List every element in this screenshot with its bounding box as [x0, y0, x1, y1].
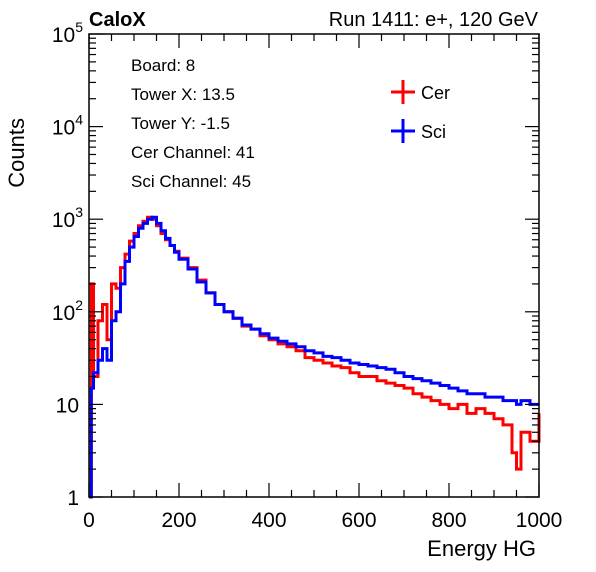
x-axis-title: Energy HG — [427, 536, 536, 561]
info-cer-channel: Cer Channel: 41 — [131, 143, 255, 162]
y-tick-label: 102 — [52, 297, 83, 325]
info-tower-x: Tower X: 13.5 — [131, 85, 235, 104]
info-board: Board: 8 — [131, 56, 195, 75]
experiment-title: CaloX — [89, 9, 146, 31]
x-tick-label: 1000 — [516, 509, 563, 532]
series-sci-line — [89, 215, 539, 499]
x-tick-label: 200 — [161, 509, 196, 532]
y-axis-title: Counts — [4, 118, 29, 188]
axes-layer: 0 200 400 600 800 1000 1 10 102 103 104 105 — [52, 19, 563, 532]
legend: Cer Sci — [391, 80, 450, 143]
run-label: Run 1411: e+, 120 GeV — [329, 9, 539, 31]
info-box — [121, 46, 359, 198]
y-tick-label: 104 — [52, 112, 83, 140]
x-tick-label: 0 — [83, 509, 95, 532]
y-tick-label: 10 — [56, 394, 79, 417]
legend-cer-label: Cer — [421, 83, 450, 103]
x-tick-label: 600 — [341, 509, 376, 532]
y-tick-label: 103 — [52, 204, 83, 232]
series-layer — [89, 215, 541, 499]
legend-sci-label: Sci — [421, 122, 446, 142]
x-tick-label: 800 — [431, 509, 466, 532]
y-tick-label: 105 — [52, 19, 83, 47]
x-tick-label: 400 — [251, 509, 286, 532]
y-tick-label: 1 — [67, 487, 79, 510]
info-tower-y: Tower Y: -1.5 — [131, 114, 230, 133]
info-sci-channel: Sci Channel: 45 — [131, 172, 251, 191]
